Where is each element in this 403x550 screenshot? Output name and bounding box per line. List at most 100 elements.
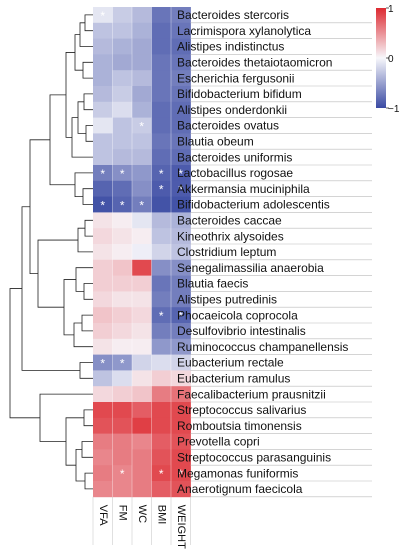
heatmap-cell <box>93 165 113 182</box>
row-label: Alistipes indistinctus <box>177 40 284 54</box>
heatmap-cell <box>93 244 113 261</box>
heatmap-cell <box>171 38 191 55</box>
heatmap-cell <box>171 338 191 355</box>
heatmap-cell <box>171 370 191 387</box>
heatmap-cell <box>93 307 113 324</box>
heatmap-cell <box>132 180 152 197</box>
dendrogram-branch <box>74 172 93 197</box>
heatmap-cell <box>151 70 172 87</box>
heatmap-cell <box>112 275 133 292</box>
heatmap-cell <box>112 449 133 466</box>
colorbar-tick-label: 0 <box>388 54 394 65</box>
heatmap-cell <box>132 465 152 482</box>
heatmap-cell <box>112 180 133 197</box>
heatmap-cell <box>151 149 172 166</box>
heatmap-cell <box>112 386 133 403</box>
heatmap-cell <box>171 149 191 166</box>
row-label: Desulfovibrio intestinalis <box>177 324 306 338</box>
heatmap-cell <box>171 354 191 371</box>
heatmap-cell <box>132 323 152 340</box>
significance-marker: * <box>178 183 183 197</box>
dendrogram-branch <box>84 472 93 490</box>
heatmap-cell <box>112 117 133 134</box>
heatmap-cell <box>151 275 172 292</box>
heatmap-cell <box>151 165 172 182</box>
heatmap-cell <box>132 196 152 213</box>
heatmap-cell <box>151 212 172 229</box>
heatmap-cell <box>151 370 172 387</box>
heatmap-cell <box>112 433 133 450</box>
row-label: Alistipes putredinis <box>177 293 277 307</box>
heatmap-cell <box>151 354 172 371</box>
heatmap-cell <box>112 244 133 261</box>
heatmap-cell <box>132 402 152 419</box>
row-label: Clostridium leptum <box>177 245 276 259</box>
heatmap-cell <box>171 449 191 466</box>
dendrogram-branch <box>79 22 93 47</box>
heatmap-cell <box>171 196 191 213</box>
heatmap-cell <box>151 402 172 419</box>
heatmap-cell <box>112 291 133 308</box>
significance-marker: * <box>100 9 105 23</box>
heatmap-cell <box>93 38 113 55</box>
dendrogram-branch <box>21 206 80 371</box>
heatmap-cell <box>93 196 113 213</box>
row-label: Bifidobacterium adolescentis <box>177 198 330 212</box>
dendrogram-branch <box>83 409 93 427</box>
heatmap-cell <box>93 7 113 24</box>
heatmap-cell <box>151 228 172 245</box>
significance-marker: * <box>120 467 125 481</box>
significance-markers: * * * * * * * * * * * * * * * * * * <box>100 9 183 481</box>
heatmap-cell <box>112 354 133 371</box>
heatmap-cell <box>93 370 113 387</box>
significance-marker: * <box>178 309 183 323</box>
row-label: Eubacterium rectale <box>177 356 284 370</box>
heatmap-cell <box>93 417 113 434</box>
heatmap-cell <box>112 22 133 39</box>
heatmap-cell <box>93 149 113 166</box>
row-label: Lacrimispora xylanolytica <box>177 24 311 38</box>
row-label: Bacteroides stercoris <box>177 8 289 22</box>
color-scale-legend: 1 0 −1 <box>376 4 400 115</box>
heatmap-cell <box>151 449 172 466</box>
heatmap-cell <box>132 149 152 166</box>
heatmap-cell <box>112 7 133 24</box>
heatmap-cell <box>171 86 191 103</box>
row-label: Anaerotignum faecicola <box>177 482 303 496</box>
heatmap-cell <box>132 86 152 103</box>
heatmap-cell <box>171 54 191 71</box>
heatmap-cell <box>112 307 133 324</box>
heatmap-cell <box>112 323 133 340</box>
heatmap-cell <box>151 465 172 482</box>
colorbar-gradient <box>376 8 386 108</box>
dendrogram-branch <box>82 188 93 205</box>
heatmap-cell <box>132 7 152 24</box>
row-label: Streptococcus salivarius <box>177 403 306 417</box>
significance-marker: * <box>159 309 164 323</box>
heatmap-cell <box>132 38 152 55</box>
heatmap-cell <box>132 449 152 466</box>
heatmap-cell <box>151 338 172 355</box>
heatmap-cell <box>132 212 152 229</box>
heatmap-cell <box>132 275 152 292</box>
heatmap-cell <box>93 275 113 292</box>
heatmap-cell <box>171 70 191 87</box>
row-label: Blautia obeum <box>177 135 254 149</box>
heatmap-cell <box>151 101 172 118</box>
heatmap-cell <box>171 275 191 292</box>
heatmap-cell <box>112 259 133 276</box>
column-label: BMI <box>155 505 167 525</box>
significance-marker: * <box>139 199 144 213</box>
dendrogram-branch <box>75 267 93 292</box>
heatmap-cell <box>93 101 113 118</box>
heatmap-cell <box>132 101 152 118</box>
heatmap-cell <box>132 244 152 261</box>
dendrogram-branch <box>65 52 75 138</box>
row-label: Blautia faecis <box>177 277 248 291</box>
heatmap-cell <box>151 180 172 197</box>
heatmap-cell <box>132 481 152 498</box>
dendrogram-branch <box>83 93 93 111</box>
dendrogram-branch <box>79 362 93 379</box>
heatmap-cell <box>93 354 113 371</box>
